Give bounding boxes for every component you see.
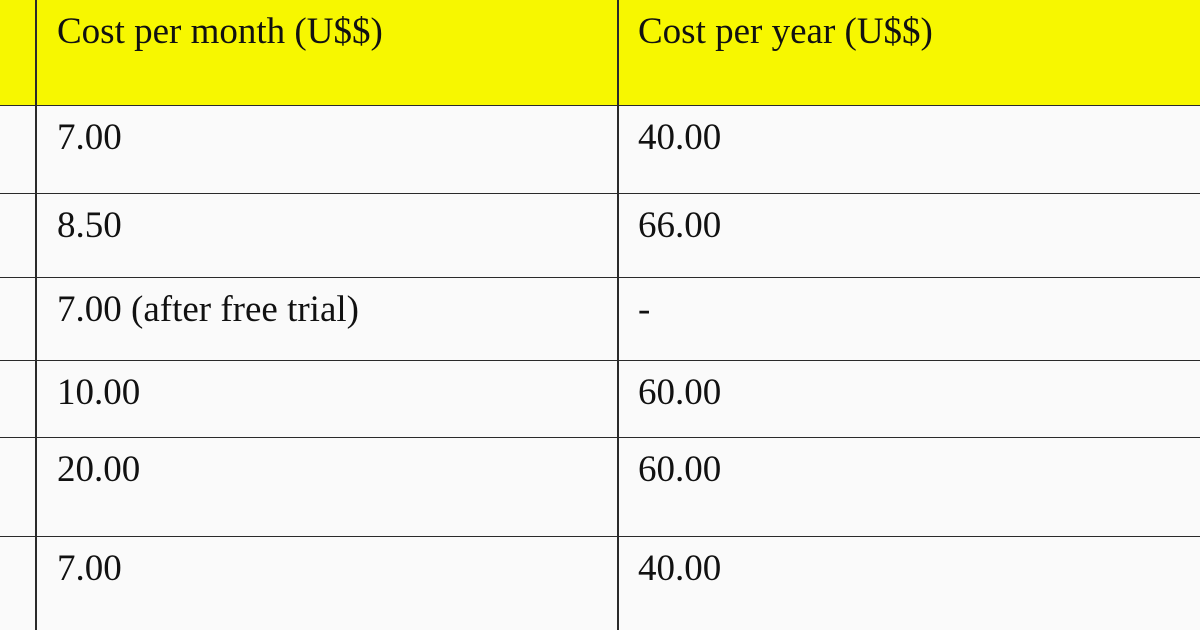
table-cell: 7.00 (after free trial) <box>57 289 359 330</box>
header-row: Cost per month (U$$) Cost per year (U$$) <box>0 0 1200 107</box>
table-cell: - <box>638 289 651 330</box>
table-cell: 20.00 <box>57 449 141 490</box>
table-row: 7.00 (after free trial) - <box>0 278 1200 362</box>
table-row: 7.00 40.00 <box>0 537 1200 630</box>
table-cell: 66.00 <box>638 205 722 246</box>
table-cell: 40.00 <box>638 117 722 158</box>
table-cell: 7.00 <box>57 117 122 158</box>
table-row: 8.50 66.00 <box>0 194 1200 279</box>
table-cell: 7.00 <box>57 548 122 589</box>
column-divider <box>35 0 37 630</box>
header-cell: Cost per month (U$$) <box>57 11 383 52</box>
table-cell: 60.00 <box>638 372 722 413</box>
table-row: 20.00 60.00 <box>0 438 1200 538</box>
table-cell: 8.50 <box>57 205 122 246</box>
header-cell: Cost per year (U$$) <box>638 11 933 52</box>
table-cell: 60.00 <box>638 449 722 490</box>
column-divider <box>617 0 619 630</box>
table-row: 7.00 40.00 <box>0 106 1200 195</box>
table-row: 10.00 60.00 <box>0 361 1200 439</box>
table-cell: 10.00 <box>57 372 141 413</box>
table-cell: 40.00 <box>638 548 722 589</box>
